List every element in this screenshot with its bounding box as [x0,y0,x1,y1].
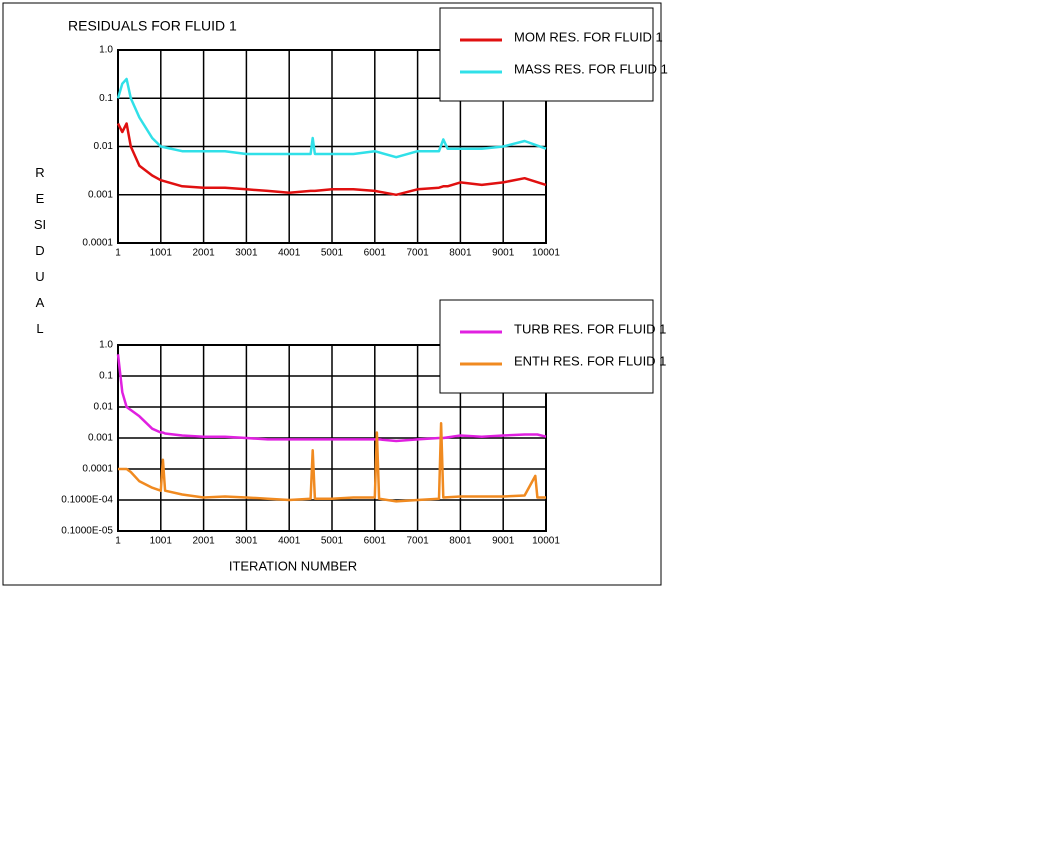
y-tick-label: 1.0 [99,340,113,351]
x-tick-label: 1001 [150,248,173,259]
legend-box [439,7,654,102]
x-tick-label: 8001 [449,536,472,547]
y-tick-label: 0.001 [88,433,113,444]
y-tick-label: 0.01 [94,141,114,152]
legend-label: MOM RES. FOR FLUID 1 [514,29,663,44]
y-tick-label: 0.1 [99,371,113,382]
chart-title: RESIDUALS FOR FLUID 1 [68,18,237,34]
x-axis-label: ITERATION NUMBER [229,558,357,573]
x-tick-label: 2001 [192,536,215,547]
x-tick-label: 2001 [192,248,215,259]
y-tick-label: 0.001 [88,189,113,200]
series-line [116,77,547,159]
y-axis-label: RESIDUAL [33,165,47,336]
y-tick-label: 0.0001 [82,238,113,249]
x-tick-label: 10001 [532,248,560,259]
x-tick-label: 5001 [321,248,344,259]
x-tick-label: 4001 [278,536,301,547]
y-tick-label: 0.0001 [82,464,113,475]
x-tick-label: 7001 [406,248,429,259]
x-tick-label: 9001 [492,536,515,547]
legend-label: TURB RES. FOR FLUID 1 [514,321,666,336]
series-line [118,421,546,503]
x-tick-label: 10001 [532,536,560,547]
y-tick-label: 0.1000E-05 [61,526,113,537]
x-tick-label: 1 [115,536,121,547]
y-tick-label: 0.01 [94,402,114,413]
y-tick-label: 0.1 [99,93,113,104]
legend-label: MASS RES. FOR FLUID 1 [514,61,668,76]
x-tick-label: 3001 [235,536,258,547]
series-line [116,122,547,197]
x-tick-label: 4001 [278,248,301,259]
x-tick-label: 6001 [364,536,387,547]
x-tick-label: 9001 [492,248,515,259]
legend-box [439,299,654,394]
plot-frame [117,49,547,244]
x-tick-label: 7001 [406,536,429,547]
x-tick-label: 5001 [321,536,344,547]
y-tick-label: 0.1000E-04 [61,495,113,506]
x-tick-label: 1001 [150,536,173,547]
plot-frame [117,344,547,532]
series-line [116,354,547,443]
legend-label: ENTH RES. FOR FLUID 1 [514,353,666,368]
x-tick-label: 6001 [364,248,387,259]
y-tick-label: 1.0 [99,45,113,56]
x-tick-label: 8001 [449,248,472,259]
x-tick-label: 1 [115,248,121,259]
x-tick-label: 3001 [235,248,258,259]
